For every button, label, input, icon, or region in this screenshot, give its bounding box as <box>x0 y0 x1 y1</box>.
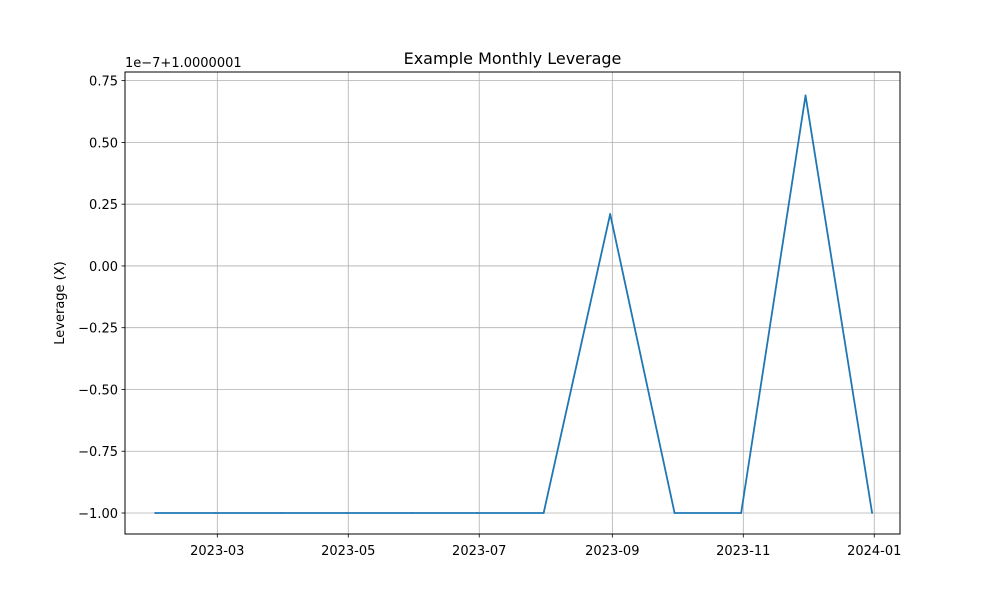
data-point <box>871 512 873 514</box>
data-point <box>542 512 545 514</box>
y-tick-label: 0.25 <box>89 198 118 213</box>
x-tick-label: 2023-09 <box>585 544 639 559</box>
data-point <box>804 94 807 97</box>
data-point <box>280 512 283 514</box>
y-tick-label: 0.00 <box>89 260 118 275</box>
y-offset-text: 1e−7+1.0000001 <box>125 56 242 71</box>
data-point <box>476 512 478 514</box>
y-tick-label: 0.50 <box>89 136 118 151</box>
plot-frame <box>124 71 901 535</box>
data-point <box>345 512 348 514</box>
data-point <box>411 512 414 514</box>
x-tick-label: 2023-03 <box>190 544 244 559</box>
series-line <box>155 94 873 514</box>
data-point <box>214 512 217 514</box>
y-tick-label: −0.75 <box>78 445 118 460</box>
x-tick-label: 2024-01 <box>847 544 901 559</box>
data-point <box>609 213 612 215</box>
y-tick-label: −0.50 <box>78 383 118 398</box>
x-tick-label: 2023-07 <box>452 544 506 559</box>
ticks: 2023-03 2023-05 2023-07 2023-09 2023-11 2024-… <box>78 75 901 559</box>
x-tick-label: 2023-11 <box>716 544 770 559</box>
data-point <box>673 512 676 514</box>
y-tick-label: 0.75 <box>89 75 118 90</box>
data-point <box>154 512 156 514</box>
x-tick-label: 2023-05 <box>321 544 375 559</box>
data-point <box>740 512 743 514</box>
y-tick-label: −0.25 <box>78 322 118 337</box>
y-tick-label: −1.00 <box>78 507 118 522</box>
series-layer <box>154 94 873 514</box>
y-axis-label: Leverage (X) <box>53 261 68 344</box>
chart-title: Example Monthly Leverage <box>404 49 622 68</box>
